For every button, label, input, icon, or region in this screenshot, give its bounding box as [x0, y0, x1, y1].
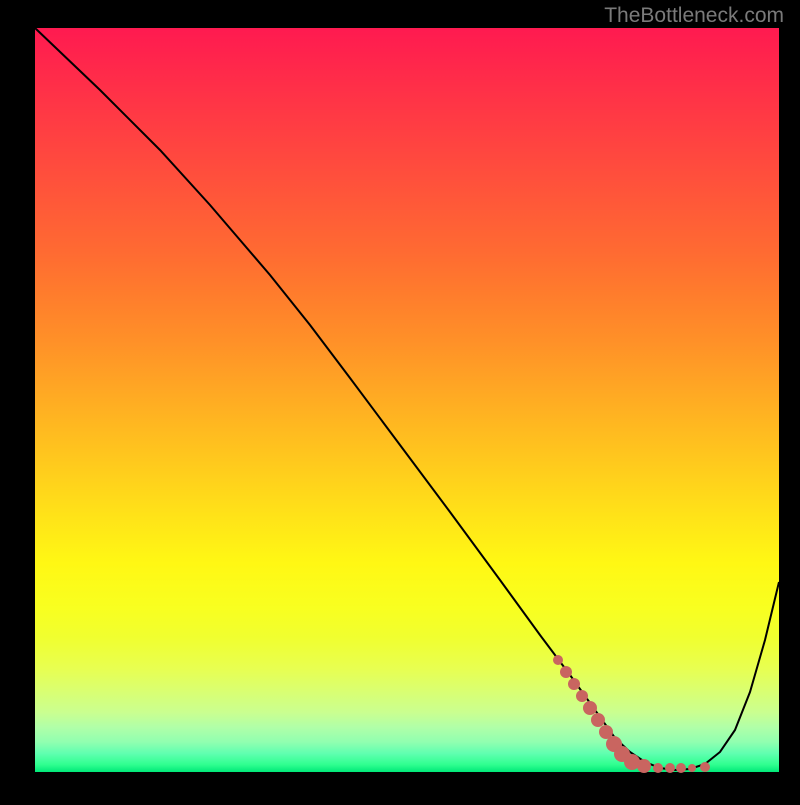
plot-background [35, 28, 779, 772]
watermark-text: TheBottleneck.com [604, 4, 784, 28]
bottleneck-chart [0, 0, 800, 800]
data-marker [568, 678, 580, 690]
data-marker [688, 764, 696, 772]
data-marker [591, 713, 605, 727]
data-marker [560, 666, 572, 678]
data-marker [676, 763, 686, 773]
data-marker [583, 701, 597, 715]
data-marker [653, 763, 663, 773]
data-marker [665, 763, 675, 773]
data-marker [576, 690, 588, 702]
data-marker [700, 762, 710, 772]
data-marker [637, 759, 651, 773]
chart-container: TheBottleneck.com [0, 0, 800, 800]
data-marker [553, 655, 563, 665]
